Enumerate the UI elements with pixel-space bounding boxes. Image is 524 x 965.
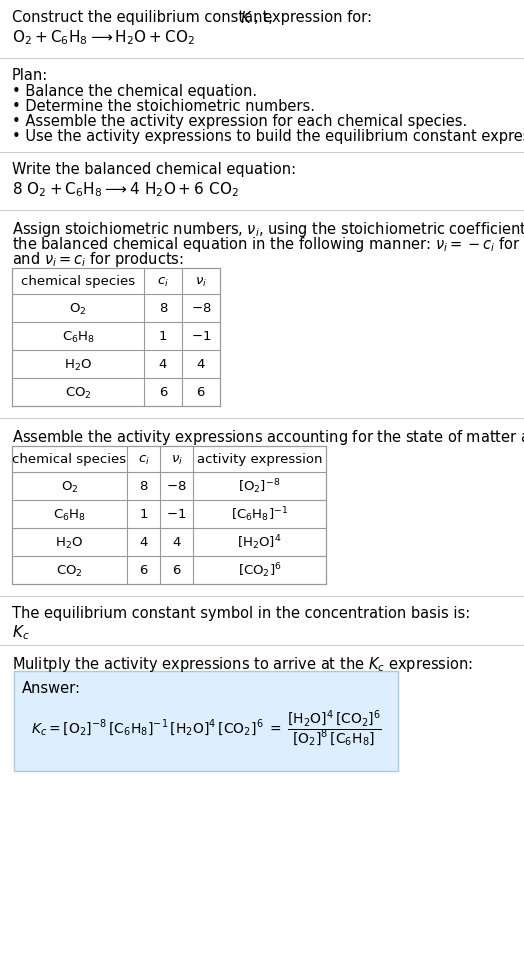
Text: $\mathrm{O_2}$: $\mathrm{O_2}$ [69, 301, 87, 317]
Text: • Use the activity expressions to build the equilibrium constant expression.: • Use the activity expressions to build … [12, 129, 524, 144]
Text: 6: 6 [159, 387, 167, 400]
Text: Mulitply the activity expressions to arrive at the $K_c$ expression:: Mulitply the activity expressions to arr… [12, 655, 473, 674]
Text: chemical species: chemical species [13, 454, 127, 466]
Text: $-1$: $-1$ [191, 330, 211, 344]
Text: 4: 4 [139, 537, 148, 549]
Text: $6$: $6$ [172, 565, 181, 577]
Text: $\mathrm{8\ O_2 + C_6H_8 \longrightarrow 4\ H_2O + 6\ CO_2}$: $\mathrm{8\ O_2 + C_6H_8 \longrightarrow… [12, 180, 239, 199]
Text: $\mathrm{O_2}$: $\mathrm{O_2}$ [61, 480, 78, 494]
Text: $4$: $4$ [196, 359, 206, 372]
Text: Answer:: Answer: [22, 681, 81, 696]
Text: $c_i$: $c_i$ [157, 275, 169, 289]
Text: Plan:: Plan: [12, 68, 48, 83]
Text: $\mathrm{O_2 + C_6H_8 \longrightarrow H_2O + CO_2}$: $\mathrm{O_2 + C_6H_8 \longrightarrow H_… [12, 28, 195, 46]
Text: $\nu_i$: $\nu_i$ [195, 275, 207, 289]
Text: $[\mathrm{C_6H_8}]^{-1}$: $[\mathrm{C_6H_8}]^{-1}$ [231, 506, 288, 524]
Text: $-8$: $-8$ [166, 481, 187, 493]
Text: $-1$: $-1$ [166, 509, 187, 521]
Text: The equilibrium constant symbol in the concentration basis is:: The equilibrium constant symbol in the c… [12, 606, 470, 621]
Text: • Balance the chemical equation.: • Balance the chemical equation. [12, 84, 257, 99]
Text: 8: 8 [139, 481, 148, 493]
Text: $\nu_i$: $\nu_i$ [170, 454, 182, 466]
Text: Write the balanced chemical equation:: Write the balanced chemical equation: [12, 162, 296, 177]
Text: $-8$: $-8$ [191, 302, 211, 316]
Text: $4$: $4$ [172, 537, 181, 549]
Text: $\mathrm{CO_2}$: $\mathrm{CO_2}$ [64, 385, 91, 400]
Text: $\mathrm{H_2O}$: $\mathrm{H_2O}$ [56, 536, 83, 551]
Text: $\mathrm{C_6H_8}$: $\mathrm{C_6H_8}$ [61, 329, 94, 345]
Text: 6: 6 [139, 565, 148, 577]
Text: $K_c = [\mathrm{O_2}]^{-8}\,[\mathrm{C_6H_8}]^{-1}\,[\mathrm{H_2O}]^{4}\,[\mathr: $K_c = [\mathrm{O_2}]^{-8}\,[\mathrm{C_6… [30, 709, 381, 749]
Text: $c_i$: $c_i$ [138, 454, 149, 466]
Text: $\mathrm{C_6H_8}$: $\mathrm{C_6H_8}$ [53, 508, 86, 523]
Text: $\mathrm{H_2O}$: $\mathrm{H_2O}$ [64, 357, 92, 372]
Bar [12, 268, 220, 406]
Text: 8: 8 [159, 302, 167, 316]
Text: $6$: $6$ [196, 387, 206, 400]
Text: 4: 4 [159, 359, 167, 372]
Text: 1: 1 [139, 509, 148, 521]
Text: chemical species: chemical species [21, 275, 135, 289]
Text: $[\mathrm{H_2O}]^{4}$: $[\mathrm{H_2O}]^{4}$ [237, 534, 282, 552]
Text: and $\nu_i = c_i$ for products:: and $\nu_i = c_i$ for products: [12, 250, 184, 269]
Text: • Determine the stoichiometric numbers.: • Determine the stoichiometric numbers. [12, 99, 315, 114]
Text: the balanced chemical equation in the following manner: $\nu_i = -c_i$ for react: the balanced chemical equation in the fo… [12, 235, 524, 254]
Text: • Assemble the activity expression for each chemical species.: • Assemble the activity expression for e… [12, 114, 467, 129]
Text: Assign stoichiometric numbers, $\nu_i$, using the stoichiometric coefficients, $: Assign stoichiometric numbers, $\nu_i$, … [12, 220, 524, 239]
Text: 1: 1 [159, 330, 167, 344]
Text: activity expression: activity expression [196, 454, 322, 466]
Text: $[\mathrm{O_2}]^{-8}$: $[\mathrm{O_2}]^{-8}$ [238, 478, 281, 496]
Text: $\mathrm{CO_2}$: $\mathrm{CO_2}$ [56, 564, 83, 579]
Text: , expression for:: , expression for: [254, 10, 372, 25]
Text: $[\mathrm{CO_2}]^{6}$: $[\mathrm{CO_2}]^{6}$ [237, 562, 281, 580]
Text: Assemble the activity expressions accounting for the state of matter and $\nu_i$: Assemble the activity expressions accoun… [12, 428, 524, 447]
Text: $K_c$: $K_c$ [12, 623, 30, 642]
Bar [14, 671, 398, 771]
Bar [12, 446, 326, 584]
Text: $\,K\,$: $\,K\,$ [238, 10, 253, 26]
Text: Construct the equilibrium constant,: Construct the equilibrium constant, [12, 10, 278, 25]
